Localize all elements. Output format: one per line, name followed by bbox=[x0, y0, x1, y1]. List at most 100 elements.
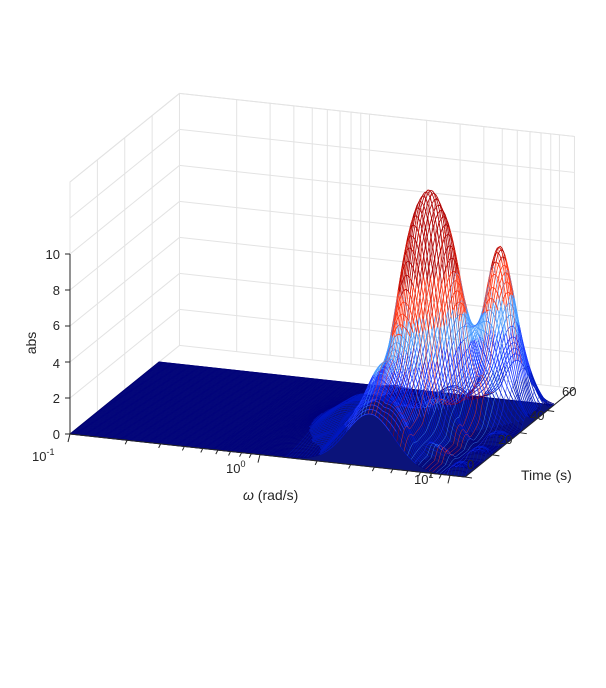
mesh-line bbox=[71, 432, 320, 457]
mesh-line bbox=[412, 369, 426, 413]
mesh-line bbox=[424, 281, 433, 330]
mesh-line bbox=[403, 320, 410, 356]
mesh-line bbox=[478, 393, 496, 428]
mesh-line bbox=[281, 384, 372, 457]
mesh-line bbox=[435, 409, 452, 443]
mesh-line bbox=[425, 250, 515, 470]
mesh-line bbox=[360, 364, 385, 407]
mesh-line bbox=[116, 395, 326, 416]
mesh-line bbox=[249, 381, 339, 454]
mesh-line bbox=[428, 414, 446, 447]
mesh-line bbox=[421, 265, 512, 468]
mesh-line bbox=[455, 273, 462, 317]
mesh-line bbox=[235, 379, 325, 453]
mesh-line bbox=[504, 261, 511, 297]
mesh-line bbox=[517, 334, 526, 378]
mesh-line bbox=[456, 272, 463, 314]
mesh-line bbox=[314, 396, 382, 420]
mesh-line bbox=[256, 382, 346, 455]
mesh-line bbox=[123, 390, 336, 411]
time-tick-label: 0 bbox=[467, 457, 474, 472]
mesh-line bbox=[477, 331, 488, 376]
mesh-line bbox=[469, 396, 485, 430]
mesh-line bbox=[490, 261, 499, 271]
mesh-line bbox=[449, 452, 481, 466]
omega-tick bbox=[158, 443, 162, 449]
time-tick bbox=[492, 454, 500, 457]
omega-tick-label: 100 bbox=[226, 459, 245, 476]
mesh-line bbox=[347, 409, 397, 432]
time-axis-line bbox=[464, 388, 575, 478]
mesh-line bbox=[451, 380, 472, 404]
mesh-line bbox=[446, 325, 451, 354]
mesh-line bbox=[403, 429, 423, 462]
mesh-line bbox=[531, 413, 534, 417]
mesh-line bbox=[407, 426, 428, 459]
mesh-line bbox=[444, 350, 456, 406]
mesh-line bbox=[497, 425, 516, 436]
mesh-line bbox=[319, 429, 349, 456]
mesh-line bbox=[413, 286, 423, 332]
time-tick bbox=[547, 410, 555, 413]
z-tick-label: 0 bbox=[53, 427, 60, 442]
z-tick-label: 2 bbox=[53, 391, 60, 406]
omega-tick bbox=[429, 473, 432, 478]
omega-tick-label: 10-1 bbox=[32, 447, 54, 464]
mesh-line bbox=[508, 390, 526, 419]
mesh-line bbox=[407, 272, 497, 456]
mesh-line bbox=[454, 465, 465, 468]
mesh-line bbox=[505, 424, 519, 434]
mesh-line bbox=[410, 300, 501, 460]
mesh-line bbox=[115, 396, 325, 417]
mesh-line bbox=[129, 385, 348, 406]
omega-tick bbox=[390, 468, 394, 474]
mesh-line bbox=[397, 330, 402, 355]
mesh-line bbox=[398, 274, 414, 293]
grid-line bbox=[69, 164, 575, 255]
mesh-line bbox=[391, 324, 411, 337]
mesh-line bbox=[430, 278, 439, 328]
mesh-line bbox=[345, 404, 402, 432]
mesh-line bbox=[456, 400, 470, 435]
mesh-line bbox=[372, 357, 389, 402]
mesh-line bbox=[86, 420, 313, 442]
mesh-line bbox=[267, 383, 357, 456]
time-tick bbox=[519, 432, 527, 435]
mesh-line bbox=[311, 411, 355, 435]
mesh-line bbox=[408, 424, 436, 457]
mesh-line bbox=[478, 344, 500, 389]
mesh-line bbox=[460, 340, 470, 397]
mesh-line bbox=[453, 356, 462, 398]
omega-tick bbox=[447, 475, 451, 484]
mesh-line bbox=[89, 418, 312, 440]
mesh-line bbox=[428, 245, 519, 471]
time-tick-label: 40 bbox=[530, 408, 544, 423]
mesh-line bbox=[158, 361, 449, 393]
mesh-line bbox=[120, 392, 332, 413]
time-tick bbox=[464, 476, 473, 479]
mesh-line bbox=[532, 412, 536, 415]
mesh-line bbox=[454, 276, 461, 322]
omega-tick bbox=[67, 433, 71, 443]
mesh-line bbox=[405, 426, 424, 460]
time-axis-title: Time (s) bbox=[521, 467, 572, 483]
mesh-line bbox=[412, 332, 421, 363]
mesh-line bbox=[419, 278, 428, 318]
omega-axis-ticks: 10-1 100 101 bbox=[32, 447, 433, 487]
mesh-line bbox=[386, 357, 400, 396]
mesh-line bbox=[213, 377, 303, 450]
mesh-line bbox=[449, 270, 457, 319]
mesh-line bbox=[492, 393, 510, 425]
z-tick-label: 4 bbox=[53, 356, 60, 371]
mesh-line bbox=[382, 194, 472, 423]
mesh-line bbox=[82, 423, 313, 446]
mesh-line bbox=[92, 415, 311, 436]
mesh-line bbox=[489, 432, 506, 438]
mesh-line bbox=[459, 441, 495, 454]
mesh-line bbox=[395, 431, 419, 463]
mesh-line bbox=[252, 381, 343, 455]
omega-axis-line bbox=[69, 433, 466, 478]
mesh-line bbox=[432, 312, 441, 347]
time-tick-label: 60 bbox=[562, 384, 576, 399]
mesh-line bbox=[360, 321, 451, 417]
